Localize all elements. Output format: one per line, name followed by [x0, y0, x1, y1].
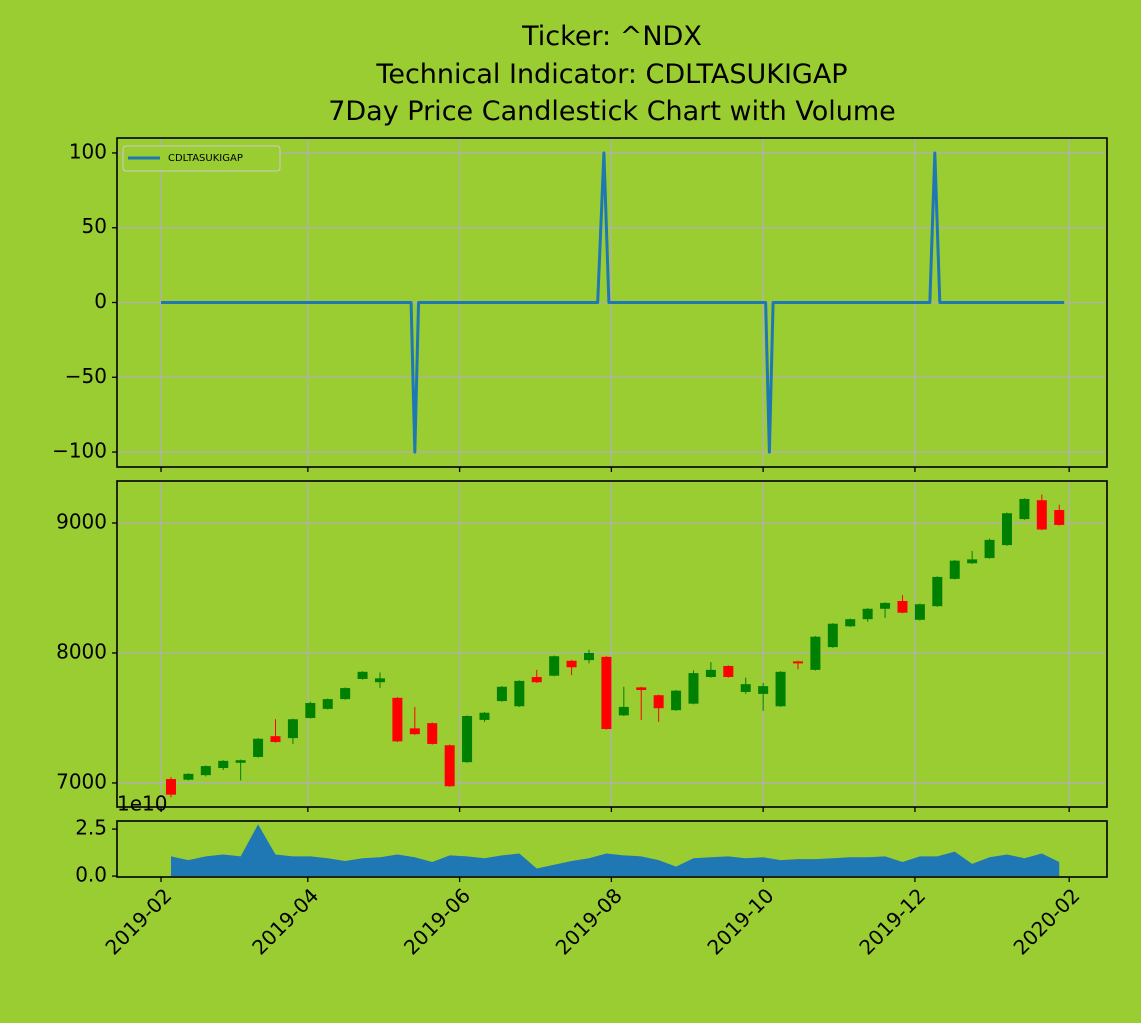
candle-body: [583, 652, 594, 661]
candle-body: [949, 560, 960, 579]
candle-body: [514, 680, 525, 707]
candle-body: [253, 738, 264, 757]
candle-body: [1001, 513, 1012, 546]
candle-body: [897, 600, 908, 613]
candle-body: [618, 706, 629, 716]
y-tick-label: 2.5: [75, 816, 107, 840]
candle-body: [374, 678, 385, 683]
y-tick-label: 50: [82, 214, 107, 238]
chart-title: Ticker: ^NDX: [521, 21, 702, 52]
candle-body: [1019, 498, 1030, 520]
candle-body: [183, 773, 194, 780]
candle-body: [1036, 500, 1047, 530]
candle-body: [340, 688, 351, 700]
candle-body: [932, 576, 943, 607]
y-tick-label: −100: [52, 439, 107, 463]
candle-body: [322, 699, 333, 709]
candle-body: [862, 608, 873, 620]
candle-body: [775, 671, 786, 707]
candle-body: [653, 695, 664, 709]
line-series: [161, 151, 1065, 454]
candle-body: [671, 690, 682, 711]
candle-body: [810, 636, 821, 670]
candle-body: [549, 656, 560, 676]
axis-offset-label: 1e10: [117, 792, 167, 816]
y-tick-label: −50: [65, 364, 107, 388]
legend-label: CDLTASUKIGAP: [168, 153, 243, 164]
candle-body: [218, 760, 229, 769]
candle-body: [967, 559, 978, 564]
candle-body: [914, 604, 925, 620]
volume-area: [170, 824, 1060, 877]
candle-body: [444, 745, 455, 787]
candle-body: [531, 677, 542, 683]
y-tick-label: 8000: [56, 639, 107, 663]
candle-body: [984, 539, 995, 559]
legend-box: [122, 145, 281, 172]
candle-body: [827, 623, 838, 648]
candle-body: [740, 684, 751, 692]
candle-body: [462, 716, 473, 763]
candle-body: [792, 661, 803, 664]
candle-body: [688, 673, 699, 704]
candle-body: [427, 723, 438, 744]
candle-body: [723, 665, 734, 678]
candle-body: [200, 766, 211, 776]
candle-body: [479, 712, 490, 720]
candle-body: [270, 736, 281, 743]
candle-body: [705, 669, 716, 678]
candle-body: [165, 779, 176, 795]
candle-body: [235, 760, 246, 763]
candle-body: [357, 671, 368, 679]
y-tick-label: 7000: [56, 769, 107, 793]
candle-body: [758, 686, 769, 694]
candle-body: [392, 697, 403, 742]
candle-body: [496, 686, 507, 702]
y-tick-label: 100: [69, 139, 107, 163]
y-tick-label: 9000: [56, 509, 107, 533]
candle-body: [601, 656, 612, 730]
candle-body: [1054, 509, 1065, 525]
candle-body: [305, 703, 316, 718]
y-tick-label: 0: [94, 289, 107, 313]
y-tick-label: 0.0: [75, 863, 107, 887]
chart-title: 7Day Price Candlestick Chart with Volume: [328, 96, 896, 127]
candle-body: [566, 660, 577, 668]
candle-body: [845, 619, 856, 627]
candle-body: [880, 602, 891, 609]
chart-title: Technical Indicator: CDLTASUKIGAP: [375, 59, 847, 90]
candle-body: [636, 687, 647, 691]
candle-body: [287, 719, 298, 739]
candle-body: [409, 728, 420, 735]
